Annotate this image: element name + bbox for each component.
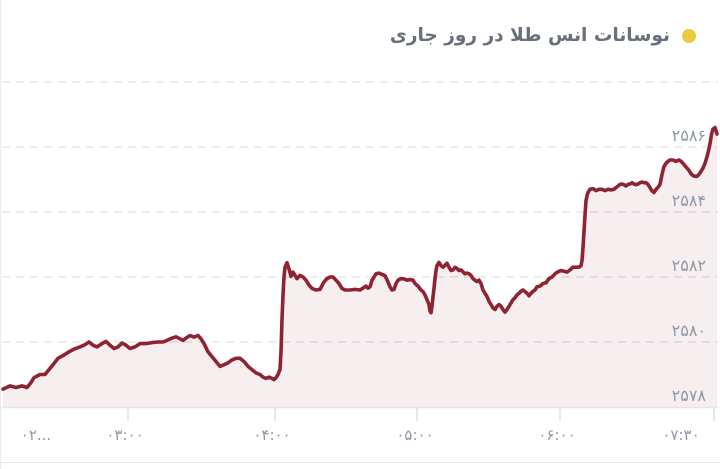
y-axis-label: ۲۵۸۰ xyxy=(672,321,706,340)
x-axis-label: ۰۷:۳۰ xyxy=(662,426,699,444)
y-axis-labels: ۲۵۸۶ ۲۵۸۴ ۲۵۸۲ ۲۵۸۰ ۲۵۷۸ xyxy=(672,126,707,405)
x-axis-label: ۰۲... xyxy=(21,426,51,444)
legend-dot-icon xyxy=(682,29,696,43)
price-line xyxy=(1,125,719,391)
gridlines xyxy=(2,81,718,343)
price-line-group xyxy=(1,125,719,391)
area-fill xyxy=(3,127,717,407)
y-axis-label: ۲۵۸۲ xyxy=(672,256,706,275)
y-axis-label: ۲۵۸۶ xyxy=(672,126,706,145)
chart-title: نوسانات انس طلا در روز جاری xyxy=(389,24,670,46)
x-axis: ۰۲... ۰۳:۰۰ ۰۴:۰۰ ۰۵:۰۰ ۰۶:۰۰ ۰۷:۳۰ xyxy=(2,406,718,444)
y-axis-label: ۲۵۷۸ xyxy=(672,386,707,405)
widget-bottom-border xyxy=(0,462,720,463)
y-axis-label: ۲۵۸۴ xyxy=(672,191,706,210)
x-axis-label: ۰۶:۰۰ xyxy=(538,426,575,444)
x-axis-label: ۰۵:۰۰ xyxy=(396,426,433,444)
chart-header: نوسانات انس طلا در روز جاری xyxy=(0,0,720,78)
widget-left-border xyxy=(0,0,1,469)
x-axis-label: ۰۳:۰۰ xyxy=(106,426,143,444)
x-axis-label: ۰۴:۰۰ xyxy=(253,426,290,444)
area-series xyxy=(3,127,717,407)
